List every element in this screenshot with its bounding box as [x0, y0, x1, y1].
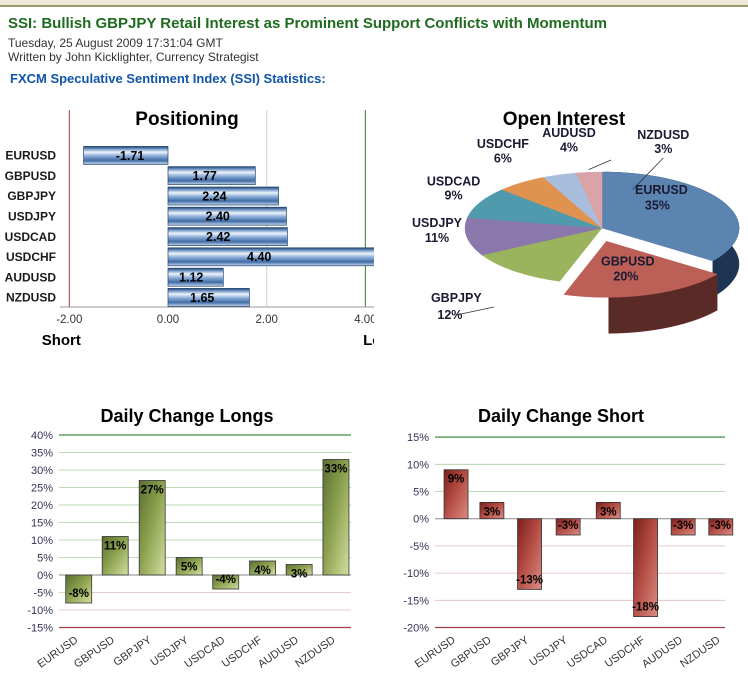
- svg-text:-8%: -8%: [68, 588, 88, 600]
- svg-text:GBPUSD: GBPUSD: [449, 634, 494, 671]
- svg-text:2.42: 2.42: [206, 230, 230, 244]
- svg-text:-10%: -10%: [27, 605, 53, 617]
- svg-text:EURUSD: EURUSD: [5, 149, 56, 163]
- svg-text:AUDUSD: AUDUSD: [5, 270, 57, 284]
- svg-text:GBPJPY: GBPJPY: [489, 634, 532, 669]
- svg-text:3%: 3%: [291, 569, 308, 581]
- svg-text:-1.71: -1.71: [116, 149, 145, 163]
- svg-text:15%: 15%: [31, 518, 53, 530]
- svg-text:USDJPY: USDJPY: [527, 634, 570, 669]
- svg-text:NZDUSD: NZDUSD: [293, 634, 337, 670]
- svg-text:GBPUSD: GBPUSD: [601, 255, 654, 269]
- svg-text:5%: 5%: [37, 553, 53, 565]
- svg-text:12%: 12%: [437, 308, 462, 322]
- svg-text:USDCHF: USDCHF: [603, 634, 648, 670]
- svg-text:-18%: -18%: [632, 602, 659, 614]
- svg-text:3%: 3%: [600, 506, 617, 518]
- svg-text:25%: 25%: [31, 483, 53, 495]
- svg-text:USDCHF: USDCHF: [477, 137, 529, 151]
- svg-text:-15%: -15%: [403, 595, 429, 607]
- svg-text:9%: 9%: [445, 189, 463, 203]
- svg-text:Daily Change Longs: Daily Change Longs: [100, 406, 273, 426]
- svg-text:10%: 10%: [31, 535, 53, 547]
- svg-text:GBPJPY: GBPJPY: [7, 189, 56, 203]
- svg-text:4%: 4%: [254, 565, 271, 577]
- svg-text:-4%: -4%: [215, 574, 235, 586]
- svg-text:GBPJPY: GBPJPY: [111, 634, 154, 669]
- svg-text:GBPUSD: GBPUSD: [5, 169, 57, 183]
- svg-text:-5%: -5%: [33, 588, 53, 600]
- svg-text:3%: 3%: [484, 506, 501, 518]
- svg-text:-15%: -15%: [27, 623, 53, 635]
- svg-text:33%: 33%: [324, 464, 347, 476]
- svg-text:6%: 6%: [494, 152, 512, 166]
- svg-text:1.65: 1.65: [190, 291, 214, 305]
- svg-text:NZDUSD: NZDUSD: [6, 291, 56, 305]
- svg-text:-3%: -3%: [558, 520, 578, 532]
- svg-text:0%: 0%: [413, 514, 429, 526]
- svg-text:27%: 27%: [141, 485, 164, 497]
- svg-text:-20%: -20%: [403, 623, 429, 635]
- svg-text:4.00: 4.00: [354, 314, 374, 326]
- svg-text:Long: Long: [363, 332, 374, 349]
- svg-text:USDCAD: USDCAD: [5, 230, 57, 244]
- svg-text:15%: 15%: [407, 432, 429, 444]
- svg-text:2.24: 2.24: [202, 189, 226, 203]
- svg-text:0%: 0%: [37, 570, 53, 582]
- svg-text:4.40: 4.40: [247, 250, 271, 264]
- svg-text:4%: 4%: [560, 141, 578, 155]
- svg-text:35%: 35%: [645, 199, 670, 213]
- svg-text:USDCAD: USDCAD: [427, 174, 480, 188]
- svg-text:-5%: -5%: [409, 541, 429, 553]
- svg-text:AUDUSD: AUDUSD: [542, 126, 595, 140]
- svg-text:Short: Short: [42, 332, 81, 349]
- svg-text:Daily Change Short: Daily Change Short: [478, 406, 644, 426]
- svg-text:Positioning: Positioning: [135, 109, 238, 130]
- svg-text:5%: 5%: [413, 487, 429, 499]
- svg-text:1.77: 1.77: [193, 169, 217, 183]
- svg-text:-13%: -13%: [516, 574, 543, 586]
- svg-text:0.00: 0.00: [157, 314, 179, 326]
- svg-text:40%: 40%: [31, 430, 53, 442]
- svg-text:EURUSD: EURUSD: [635, 183, 688, 197]
- svg-text:USDCAD: USDCAD: [182, 634, 227, 671]
- svg-text:NZDUSD: NZDUSD: [678, 634, 722, 670]
- svg-text:2.40: 2.40: [206, 210, 230, 224]
- svg-text:-3%: -3%: [673, 520, 693, 532]
- svg-text:USDCAD: USDCAD: [565, 634, 610, 671]
- svg-text:NZDUSD: NZDUSD: [637, 128, 689, 142]
- svg-text:-3%: -3%: [711, 520, 731, 532]
- svg-text:20%: 20%: [31, 500, 53, 512]
- svg-text:-2.00: -2.00: [56, 314, 82, 326]
- svg-text:USDCHF: USDCHF: [6, 250, 56, 264]
- svg-text:GBPJPY: GBPJPY: [431, 291, 482, 305]
- svg-text:-10%: -10%: [403, 568, 429, 580]
- svg-text:USDJPY: USDJPY: [8, 209, 56, 223]
- svg-text:11%: 11%: [425, 231, 449, 245]
- svg-text:EURUSD: EURUSD: [35, 634, 80, 671]
- svg-text:AUDUSD: AUDUSD: [256, 634, 301, 671]
- svg-text:11%: 11%: [104, 541, 126, 553]
- svg-text:AUDUSD: AUDUSD: [640, 634, 685, 671]
- svg-text:3%: 3%: [654, 142, 672, 156]
- svg-text:GBPUSD: GBPUSD: [72, 634, 117, 671]
- svg-text:1.12: 1.12: [179, 271, 203, 285]
- svg-text:5%: 5%: [181, 562, 198, 574]
- svg-text:9%: 9%: [448, 474, 465, 486]
- svg-text:2.00: 2.00: [256, 314, 278, 326]
- svg-text:30%: 30%: [31, 465, 53, 477]
- svg-text:10%: 10%: [407, 459, 429, 471]
- svg-text:35%: 35%: [31, 448, 53, 460]
- svg-text:USDJPY: USDJPY: [412, 216, 463, 230]
- svg-text:20%: 20%: [613, 270, 638, 284]
